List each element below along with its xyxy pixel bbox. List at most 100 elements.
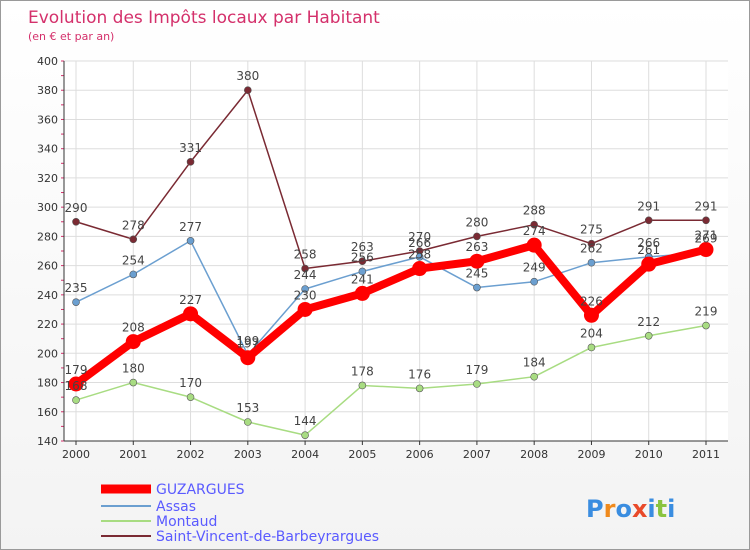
legend-label: Montaud (156, 514, 217, 530)
data-label-assas: 244 (294, 268, 317, 282)
data-label-assas: 262 (580, 242, 603, 256)
chart-subtitle: (en € et par an) (28, 30, 114, 43)
data-label-assas: 254 (122, 253, 145, 267)
data-point-saint-vincent-de-barbeyrargues (530, 220, 538, 229)
proxiti-logo: Proxiti (586, 495, 675, 523)
data-point-assas (473, 283, 481, 292)
y-tick-label: 140 (37, 435, 58, 448)
data-point-guzargues (641, 256, 657, 272)
y-tick-label: 180 (37, 377, 58, 390)
data-point-assas (358, 267, 367, 276)
x-tick-label: 2002 (177, 448, 205, 461)
data-label-montaud: 170 (179, 376, 202, 390)
data-point-montaud (530, 372, 538, 381)
data-point-montaud (301, 431, 309, 439)
data-label-guzargues: 261 (637, 243, 660, 257)
data-point-assas (530, 277, 538, 286)
x-tick-label: 2006 (406, 448, 434, 461)
data-label-montaud: 153 (236, 401, 259, 415)
y-tick-label: 400 (37, 55, 58, 68)
x-tick-label: 2000 (62, 448, 90, 461)
data-point-assas (72, 298, 80, 306)
data-label-montaud: 219 (695, 305, 718, 319)
x-tick-label: 2003 (234, 448, 262, 461)
data-point-saint-vincent-de-barbeyrargues (358, 257, 367, 266)
data-point-guzargues (125, 334, 141, 350)
legend-label: Saint-Vincent-de-Barbeyrargues (156, 529, 379, 545)
data-point-saint-vincent-de-barbeyrargues (702, 216, 710, 225)
y-tick-label: 160 (37, 406, 58, 419)
data-label-guzargues: 258 (408, 248, 431, 262)
data-point-saint-vincent-de-barbeyrargues (72, 217, 80, 226)
data-point-guzargues (698, 242, 714, 258)
data-label-montaud: 144 (294, 414, 317, 428)
data-label-montaud: 180 (122, 362, 145, 376)
data-label-guzargues: 208 (122, 321, 145, 335)
y-tick-label: 200 (37, 347, 58, 360)
data-label-montaud: 176 (408, 367, 431, 381)
y-tick-label: 380 (37, 84, 58, 97)
data-label-guzargues: 226 (580, 294, 603, 308)
data-point-guzargues (469, 253, 485, 269)
y-tick-label: 340 (37, 143, 58, 156)
data-label-assas: 266 (637, 236, 660, 250)
data-point-montaud (702, 321, 710, 330)
data-point-guzargues (583, 307, 599, 323)
data-label-montaud: 212 (637, 315, 660, 329)
data-point-guzargues (240, 350, 256, 366)
data-label-guzargues: 227 (179, 293, 202, 307)
data-point-saint-vincent-de-barbeyrargues (473, 232, 481, 241)
data-point-saint-vincent-de-barbeyrargues (129, 235, 138, 244)
x-tick-label: 2010 (635, 448, 663, 461)
data-label-guzargues: 197 (236, 337, 259, 351)
data-label-saint-vincent-de-barbeyrargues: 278 (122, 218, 145, 232)
data-point-montaud (186, 393, 195, 401)
x-tick-label: 2001 (119, 448, 147, 461)
x-tick-label: 2009 (577, 448, 605, 461)
data-point-montaud (644, 331, 653, 340)
data-label-guzargues: 263 (465, 240, 488, 254)
x-tick-label: 2004 (291, 448, 319, 461)
data-point-saint-vincent-de-barbeyrargues (587, 239, 596, 248)
data-point-montaud (358, 381, 367, 390)
data-label-montaud: 178 (351, 364, 374, 378)
data-point-montaud (587, 343, 596, 352)
y-tick-label: 360 (37, 113, 58, 126)
data-point-saint-vincent-de-barbeyrargues (186, 158, 195, 166)
data-label-assas: 266 (408, 236, 431, 250)
legend: GUZARGUESAssasMontaudSaint-Vincent-de-Ba… (101, 482, 379, 545)
data-point-montaud (244, 418, 252, 426)
data-point-saint-vincent-de-barbeyrargues (244, 86, 252, 95)
data-label-montaud: 168 (65, 379, 88, 393)
data-label-saint-vincent-de-barbeyrargues: 275 (580, 223, 603, 237)
data-label-saint-vincent-de-barbeyrargues: 263 (351, 240, 374, 254)
data-point-montaud (415, 384, 424, 393)
data-label-montaud: 204 (580, 326, 603, 340)
data-label-assas: 277 (179, 220, 202, 234)
chart-title: Evolution des Impôts locaux par Habitant (28, 8, 380, 28)
series-line-montaud (75, 324, 707, 436)
data-point-guzargues (354, 285, 370, 301)
data-point-assas (301, 285, 309, 293)
data-point-montaud (473, 380, 481, 388)
y-tick-label: 240 (37, 289, 58, 302)
data-point-saint-vincent-de-barbeyrargues (644, 216, 653, 225)
data-point-montaud (129, 378, 138, 387)
y-tick-label: 260 (37, 260, 58, 273)
legend-label: GUZARGUES (156, 482, 245, 498)
data-label-assas: 245 (465, 267, 488, 281)
data-point-saint-vincent-de-barbeyrargues (301, 264, 309, 273)
x-tick-label: 2011 (692, 448, 720, 461)
plot-background (64, 61, 728, 441)
data-label-saint-vincent-de-barbeyrargues: 258 (294, 248, 317, 262)
data-label-saint-vincent-de-barbeyrargues: 270 (408, 230, 431, 244)
y-tick-label: 300 (37, 201, 58, 214)
data-point-guzargues (526, 237, 542, 253)
series-line-guzargues (73, 241, 707, 388)
data-point-assas (415, 253, 424, 261)
data-label-assas: 256 (351, 250, 374, 264)
data-label-saint-vincent-de-barbeyrargues: 290 (65, 201, 88, 215)
data-label-montaud: 179 (465, 363, 488, 377)
x-tick-label: 2007 (463, 448, 491, 461)
